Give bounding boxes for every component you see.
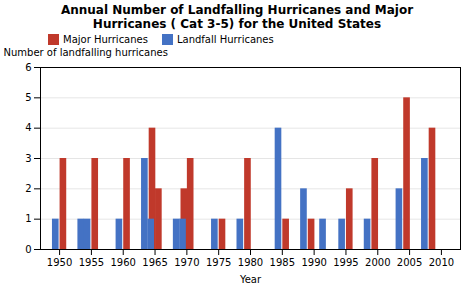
html-text:Annual Number of Landfalling H: Annual Number of Landfalling Hurricanes … (60, 3, 414, 31)
svg-text:5: 5 (25, 92, 31, 103)
svg-text:1955: 1955 (79, 257, 104, 268)
svg-text:3: 3 (25, 153, 31, 164)
svg-text:4: 4 (25, 122, 31, 133)
svg-text:6: 6 (25, 62, 31, 73)
svg-text:1950: 1950 (47, 257, 72, 268)
svg-text:1965: 1965 (142, 257, 167, 268)
html-text:Landfall Hurricanes: Landfall Hurricanes (177, 34, 274, 45)
svg-text:1: 1 (25, 213, 31, 224)
svg-text:1995: 1995 (333, 257, 358, 268)
svg-text:0: 0 (25, 244, 31, 255)
svg-text:1970: 1970 (174, 257, 199, 268)
svg-text:Number of landfalling hurrican: Number of landfalling hurricanes (4, 47, 168, 58)
svg-text:1985: 1985 (270, 257, 295, 268)
svg-text:2: 2 (25, 183, 31, 194)
svg-text:2005: 2005 (397, 257, 422, 268)
svg-text:1990: 1990 (301, 257, 326, 268)
svg-text:2000: 2000 (365, 257, 390, 268)
html-text:Major Hurricanes: Major Hurricanes (63, 34, 148, 45)
svg-text:1975: 1975 (206, 257, 231, 268)
svg-text:Year: Year (239, 274, 262, 285)
svg-text:2010: 2010 (429, 257, 454, 268)
svg-text:1980: 1980 (238, 257, 263, 268)
svg-text:1960: 1960 (111, 257, 136, 268)
